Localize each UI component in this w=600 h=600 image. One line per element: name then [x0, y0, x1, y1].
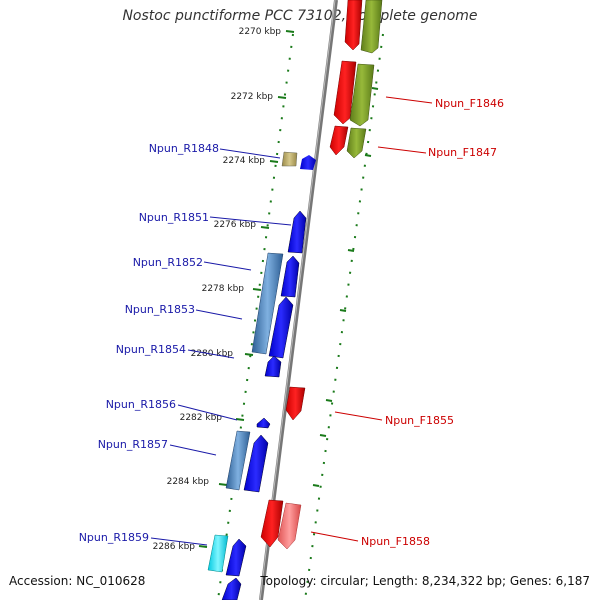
gene-label-npun-r1852[interactable]: Npun_R1852 [133, 256, 203, 269]
genome-backbone [259, 0, 338, 600]
gene-label-npun-f1846[interactable]: Npun_F1846 [435, 97, 504, 110]
tick-label: 2270 kbp [239, 27, 282, 37]
leader-line [209, 216, 292, 226]
tick-mark [319, 434, 327, 437]
gene-arrow[interactable] [333, 60, 357, 125]
gene-arrow[interactable] [285, 386, 306, 421]
gene-arrow[interactable] [225, 538, 247, 577]
tick-mark [235, 418, 245, 421]
gene-label-npun-r1856[interactable]: Npun_R1856 [106, 398, 176, 411]
leader-line [187, 349, 235, 359]
gene-arrow[interactable] [260, 499, 284, 548]
gene-arrow[interactable] [280, 255, 300, 298]
gene-label-npun-f1855[interactable]: Npun_F1855 [385, 414, 454, 427]
tick-label: 2278 kbp [202, 284, 245, 294]
forward-minor-ticks [312, 87, 379, 487]
tick-label: 2284 kbp [167, 477, 210, 487]
gene-arrow[interactable] [251, 252, 284, 355]
gene-arrow[interactable] [225, 430, 251, 491]
leader-line [310, 531, 359, 542]
gene-arrow[interactable] [264, 355, 282, 378]
gene-arrow[interactable] [207, 534, 229, 573]
tick-mark [285, 30, 295, 33]
leader-line [377, 146, 427, 154]
leader-line [169, 444, 217, 456]
forward-labels: Npun_F1846 Npun_F1847 Npun_F1855 Npun_F1… [361, 97, 504, 548]
genome-title: Nostoc punctiforme PCC 73102, complete g… [122, 8, 478, 24]
gene-arrow[interactable] [360, 0, 383, 54]
leader-line [195, 309, 243, 320]
gene-label-npun-f1847[interactable]: Npun_F1847 [428, 146, 497, 159]
reverse-gene-shapes [207, 151, 316, 600]
tick-mark [347, 249, 355, 252]
gene-label-npun-r1854[interactable]: Npun_R1854 [116, 343, 186, 356]
tick-mark [277, 96, 287, 99]
tick-mark [244, 353, 254, 356]
leader-line [219, 148, 281, 159]
genome-summary: Topology: circular; Length: 8,234,322 bp… [260, 574, 590, 588]
forward-leaders [310, 96, 433, 542]
gene-arrow[interactable] [281, 151, 298, 167]
tick-mark [269, 160, 279, 163]
tick-mark [364, 154, 372, 157]
gene-arrow[interactable] [300, 155, 316, 170]
tick-label: 2276 kbp [214, 220, 257, 230]
tick-label: 2274 kbp [223, 156, 266, 166]
gene-arrow[interactable] [256, 417, 271, 429]
gene-arrow[interactable] [243, 434, 269, 493]
gene-arrow[interactable] [268, 296, 294, 359]
reverse-leaders [150, 148, 292, 546]
gene-arrow[interactable] [277, 502, 302, 550]
tick-mark [218, 483, 228, 486]
tick-mark [312, 484, 320, 487]
gene-arrow[interactable] [221, 577, 242, 600]
tick-label: 2282 kbp [180, 413, 223, 423]
gene-arrow[interactable] [349, 63, 375, 127]
tick-mark [339, 309, 347, 312]
tick-mark [260, 226, 270, 229]
tick-label: 2286 kbp [153, 542, 196, 552]
leader-line [334, 411, 383, 421]
leader-line [203, 261, 252, 271]
forward-gene-shapes [260, 0, 383, 550]
gene-label-npun-r1853[interactable]: Npun_R1853 [125, 303, 195, 316]
tick-mark [325, 399, 333, 402]
leader-line [385, 96, 433, 104]
gene-arrow[interactable] [346, 127, 367, 159]
accession-label: Accession: NC_010628 [9, 574, 146, 588]
tick-mark [198, 545, 208, 548]
reverse-labels: Npun_R1848 Npun_R1851 Npun_R1852 Npun_R1… [79, 142, 219, 544]
gene-label-npun-r1859[interactable]: Npun_R1859 [79, 531, 149, 544]
tick-mark [371, 87, 379, 90]
tick-mark [252, 288, 262, 291]
leader-line [150, 537, 208, 546]
gene-label-npun-f1858[interactable]: Npun_F1858 [361, 535, 430, 548]
gene-label-npun-r1857[interactable]: Npun_R1857 [98, 438, 168, 451]
leader-line [177, 404, 238, 421]
gene-arrow[interactable] [287, 210, 307, 254]
gene-label-npun-r1848[interactable]: Npun_R1848 [149, 142, 219, 155]
gene-arrow[interactable] [329, 125, 349, 156]
tick-label: 2272 kbp [231, 92, 274, 102]
gene-label-npun-r1851[interactable]: Npun_R1851 [139, 211, 209, 224]
gene-arrow[interactable] [344, 0, 363, 51]
